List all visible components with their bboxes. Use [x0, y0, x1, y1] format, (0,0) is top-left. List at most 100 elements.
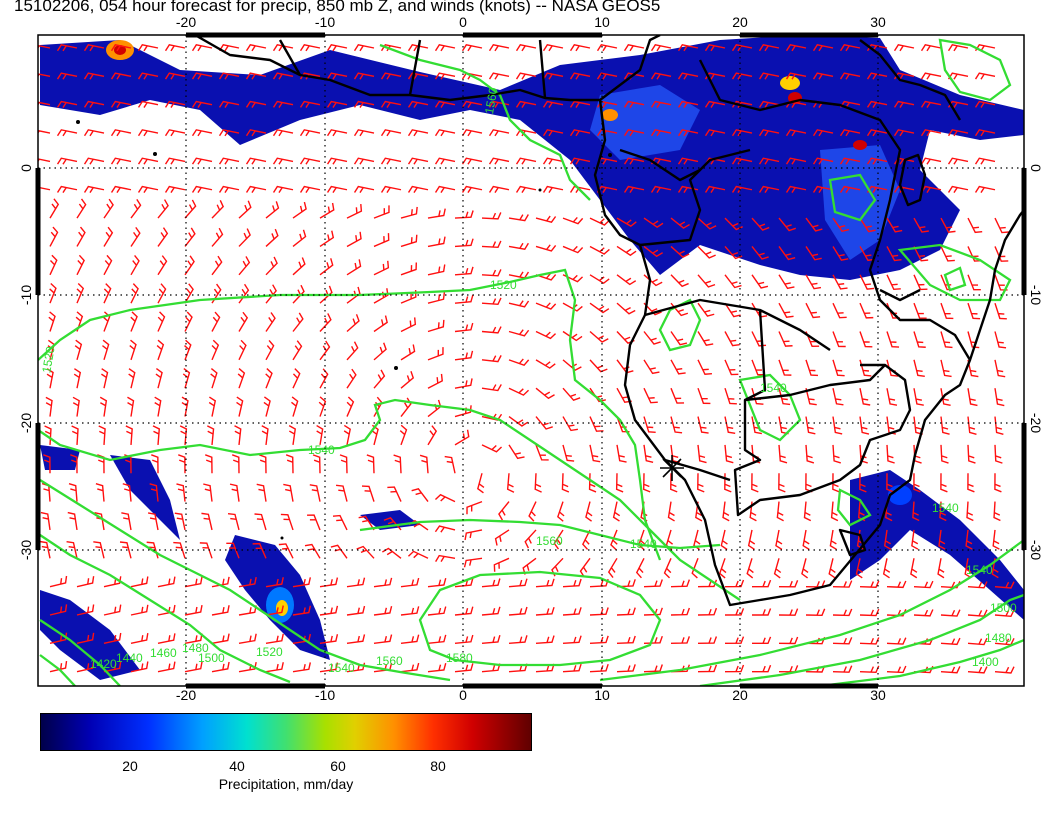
wind-barb — [751, 579, 772, 588]
wind-barb — [596, 44, 618, 52]
contour-label: 1580 — [446, 651, 473, 665]
wind-barb — [866, 157, 888, 165]
wind-barb — [866, 100, 888, 108]
wind-barb — [535, 606, 555, 616]
wind-barb — [263, 396, 271, 417]
wind-barb — [319, 202, 335, 219]
wind-barb — [272, 185, 294, 193]
wind-barb — [677, 129, 699, 137]
lat-tick-label: -30 — [18, 540, 34, 560]
wind-barb — [218, 100, 240, 108]
wind-barb — [697, 444, 707, 464]
wind-barb — [773, 558, 782, 579]
wind-barb — [380, 157, 402, 165]
wind-barb — [353, 44, 375, 52]
wind-barb — [643, 359, 660, 375]
contour-label: 1560 — [376, 654, 403, 668]
wind-barb — [278, 543, 294, 559]
wind-barb — [913, 246, 929, 262]
wind-barb — [326, 129, 348, 137]
wind-barb — [488, 44, 510, 52]
wind-barb — [319, 634, 339, 645]
wind-barb — [427, 425, 438, 446]
frame-thick-segments — [35, 32, 1027, 689]
wind-barb — [724, 331, 740, 347]
wind-barb — [859, 388, 871, 406]
wind-barb — [758, 44, 780, 52]
wind-barb — [201, 512, 213, 531]
wind-barb — [400, 662, 420, 673]
wind-barb — [184, 576, 203, 588]
wind-barb — [778, 246, 796, 261]
wind-barb — [238, 311, 249, 332]
wind-barb — [562, 216, 584, 225]
wind-barb — [589, 359, 608, 373]
wind-barb — [805, 388, 817, 406]
lon-tick-label: -10 — [315, 687, 335, 700]
wind-barb — [164, 185, 186, 193]
wind-barb — [893, 72, 915, 80]
wind-barb — [454, 266, 474, 276]
wind-barb — [802, 529, 810, 550]
wind-barb — [152, 425, 161, 445]
wind-barb — [245, 72, 267, 80]
wind-barb — [650, 100, 672, 108]
wind-barb — [238, 339, 247, 361]
wind-barb — [535, 416, 553, 430]
wind-barb — [481, 355, 502, 363]
wind-barb — [481, 606, 501, 616]
wind-barb — [346, 396, 355, 417]
wind-barb — [427, 292, 446, 304]
wind-barb — [859, 274, 875, 290]
wind-barb — [994, 416, 1004, 436]
contour-label: 1560 — [482, 86, 500, 115]
wind-barb — [399, 424, 408, 446]
wind-barb — [419, 454, 429, 474]
wind-barb — [751, 217, 770, 231]
wind-barb — [967, 388, 978, 407]
wind-barb — [304, 543, 321, 559]
wind-barb — [859, 473, 867, 493]
wind-barb — [812, 44, 834, 52]
wind-barb — [805, 473, 813, 493]
wind-barb — [508, 214, 529, 222]
wind-barb — [562, 444, 575, 462]
wind-barb — [589, 302, 610, 314]
wind-barb — [937, 558, 945, 579]
wind-barb — [373, 233, 390, 248]
coastline-layer — [194, 35, 1024, 607]
contour-label: 1400 — [972, 655, 999, 669]
wind-barb — [252, 542, 267, 559]
wind-barb — [607, 557, 618, 578]
wind-barb — [596, 72, 618, 80]
wind-barb — [724, 473, 732, 493]
wind-barb — [307, 514, 321, 531]
wind-barb — [557, 501, 565, 522]
wind-barb — [309, 484, 321, 502]
wind-barb — [39, 540, 51, 559]
lat-tick-label: -20 — [18, 413, 34, 433]
wind-barb — [562, 578, 582, 588]
wind-barb — [481, 240, 502, 249]
wind-barb — [299, 100, 321, 108]
wind-barb — [812, 185, 834, 193]
wind-barb — [49, 198, 60, 219]
wind-barb — [722, 501, 730, 522]
wind-barb — [265, 256, 278, 276]
wind-barb — [157, 199, 169, 219]
wind-barb — [461, 44, 483, 52]
wind-barb — [886, 331, 900, 348]
wind-barb — [71, 425, 79, 445]
wind-barb — [778, 359, 792, 376]
wind-barb — [353, 185, 375, 193]
wind-barb — [974, 157, 996, 165]
wind-barb — [211, 576, 230, 588]
wind-barb — [508, 635, 528, 645]
wind-barb — [697, 607, 718, 616]
lon-tick-label: 20 — [732, 14, 748, 30]
wind-barb — [353, 72, 375, 80]
wind-barb — [965, 529, 973, 550]
wind-barb — [940, 246, 955, 262]
wind-barb — [56, 100, 78, 108]
wind-barb — [353, 157, 375, 165]
